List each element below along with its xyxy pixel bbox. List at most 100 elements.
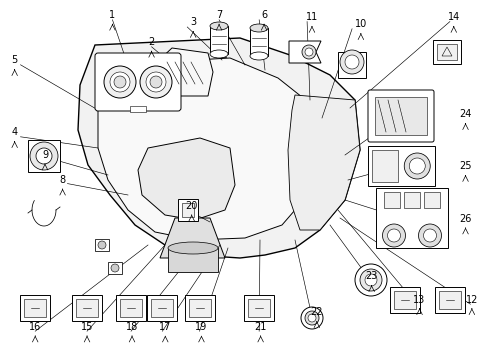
FancyBboxPatch shape: [147, 295, 177, 321]
Circle shape: [30, 142, 58, 170]
Text: 22: 22: [310, 307, 323, 318]
Ellipse shape: [168, 242, 218, 254]
Bar: [436, 44, 456, 60]
Text: 21: 21: [254, 322, 266, 332]
Polygon shape: [288, 41, 320, 63]
Bar: [403, 192, 419, 208]
Circle shape: [302, 45, 315, 59]
Text: 18: 18: [125, 322, 138, 332]
Circle shape: [354, 264, 386, 296]
Bar: [247, 299, 269, 317]
Bar: [28, 140, 60, 172]
Bar: [438, 291, 460, 309]
Circle shape: [150, 76, 162, 88]
FancyBboxPatch shape: [72, 295, 102, 321]
Circle shape: [36, 148, 52, 164]
Text: 15: 15: [81, 322, 93, 332]
Polygon shape: [160, 218, 224, 258]
Circle shape: [364, 274, 376, 286]
Circle shape: [110, 72, 130, 92]
Text: 7: 7: [216, 10, 222, 20]
Polygon shape: [287, 95, 359, 230]
FancyBboxPatch shape: [367, 90, 433, 142]
Bar: [423, 192, 439, 208]
Bar: [374, 97, 426, 135]
Circle shape: [423, 229, 436, 242]
Circle shape: [111, 264, 119, 272]
Text: 10: 10: [354, 19, 366, 30]
FancyBboxPatch shape: [20, 295, 50, 321]
Ellipse shape: [249, 52, 267, 60]
Bar: [95, 239, 109, 251]
Bar: [151, 299, 173, 317]
Text: 13: 13: [412, 294, 425, 305]
Text: 26: 26: [458, 214, 471, 224]
Text: 2: 2: [148, 37, 154, 47]
Bar: [209, 26, 227, 54]
FancyBboxPatch shape: [178, 199, 198, 221]
Text: 6: 6: [261, 10, 266, 20]
Text: 14: 14: [447, 12, 459, 22]
FancyBboxPatch shape: [116, 295, 146, 321]
Ellipse shape: [209, 50, 227, 58]
Text: 3: 3: [190, 17, 196, 27]
Circle shape: [140, 66, 172, 98]
Text: 12: 12: [465, 294, 477, 305]
Bar: [120, 299, 142, 317]
Ellipse shape: [209, 22, 227, 30]
Bar: [249, 28, 267, 56]
Text: 4: 4: [12, 127, 18, 138]
Circle shape: [216, 46, 222, 52]
Text: 9: 9: [42, 150, 48, 160]
Text: 16: 16: [29, 322, 41, 332]
FancyBboxPatch shape: [95, 53, 181, 111]
FancyBboxPatch shape: [375, 188, 447, 248]
FancyBboxPatch shape: [389, 287, 419, 313]
Circle shape: [146, 72, 165, 92]
Circle shape: [418, 224, 441, 247]
Bar: [383, 192, 399, 208]
Circle shape: [408, 158, 425, 174]
Circle shape: [114, 76, 126, 88]
FancyBboxPatch shape: [244, 295, 273, 321]
Text: 19: 19: [195, 322, 207, 332]
Text: 20: 20: [185, 201, 198, 211]
Bar: [393, 291, 415, 309]
Bar: [182, 203, 194, 217]
Text: 5: 5: [12, 55, 18, 66]
FancyBboxPatch shape: [367, 146, 434, 186]
Polygon shape: [78, 38, 359, 258]
Polygon shape: [98, 58, 321, 240]
Bar: [337, 52, 365, 78]
Circle shape: [345, 55, 358, 69]
Polygon shape: [168, 248, 218, 272]
Text: 17: 17: [159, 322, 171, 332]
Circle shape: [339, 50, 363, 74]
Bar: [189, 299, 210, 317]
Circle shape: [104, 66, 136, 98]
Polygon shape: [138, 138, 235, 220]
Text: 11: 11: [305, 12, 318, 22]
Bar: [108, 262, 122, 274]
Circle shape: [305, 311, 318, 325]
Bar: [24, 299, 46, 317]
Bar: [76, 299, 98, 317]
Text: 25: 25: [458, 161, 471, 171]
Ellipse shape: [249, 24, 267, 32]
Bar: [371, 150, 397, 182]
Circle shape: [404, 153, 429, 179]
Circle shape: [382, 224, 405, 247]
FancyBboxPatch shape: [184, 295, 215, 321]
Circle shape: [301, 307, 323, 329]
Circle shape: [307, 314, 315, 322]
Circle shape: [386, 229, 400, 242]
Text: 24: 24: [458, 109, 471, 120]
Circle shape: [305, 48, 312, 56]
Circle shape: [359, 269, 381, 291]
FancyBboxPatch shape: [432, 40, 460, 64]
FancyBboxPatch shape: [434, 287, 464, 313]
Text: 23: 23: [365, 271, 377, 282]
Bar: [130, 106, 146, 112]
Text: 1: 1: [109, 10, 115, 20]
Circle shape: [98, 241, 106, 249]
